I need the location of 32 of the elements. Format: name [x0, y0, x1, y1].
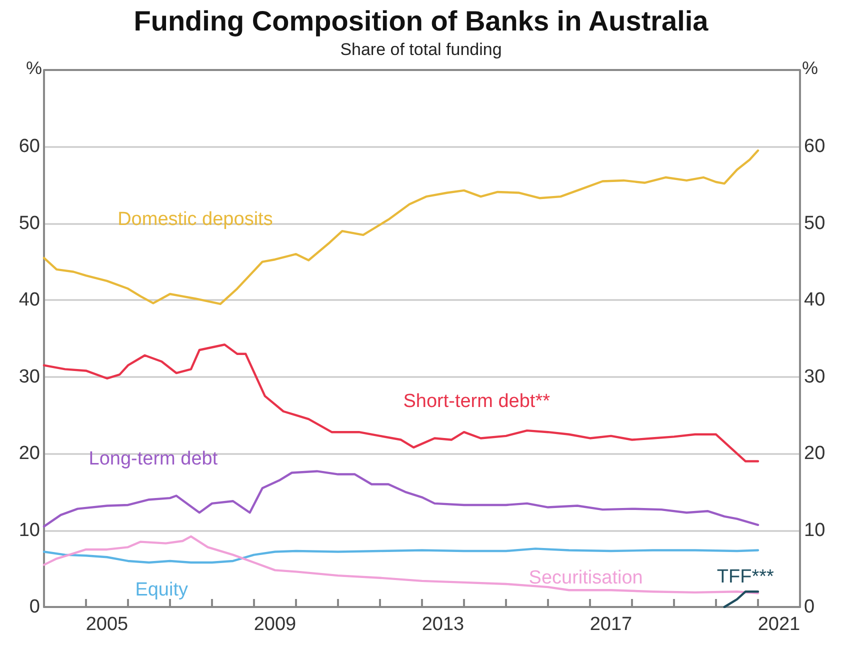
chart-subtitle: Share of total funding — [340, 40, 502, 59]
series-label: Short-term debt** — [403, 390, 551, 412]
series-label: TFF*** — [716, 566, 775, 588]
y-tick-label: 30 — [18, 366, 40, 388]
x-tick-label: 2009 — [254, 614, 296, 635]
y-axis-title: % — [26, 58, 42, 78]
y2-tick-label: 20 — [804, 443, 826, 464]
y2-tick-label: 50 — [804, 212, 826, 234]
series-label: Equity — [135, 580, 188, 601]
x-tick-label: 2021 — [758, 614, 800, 635]
line-series — [42, 470, 760, 528]
y-tick-label: 40 — [18, 290, 40, 311]
x-tick-label: 2017 — [590, 614, 632, 635]
series-label: Long-term debt — [88, 448, 218, 470]
y2-axis-title: % — [802, 58, 818, 78]
y-tick-label: 0 — [29, 596, 40, 618]
y2-tick-label: 10 — [804, 520, 826, 541]
x-tick-label: 2013 — [422, 614, 464, 635]
x-tick-label: 2005 — [86, 614, 128, 635]
series-label: Securitisation — [528, 567, 643, 588]
y2-tick-label: 0 — [804, 596, 815, 618]
chart-title: Funding Composition of Banks in Australia — [134, 6, 709, 36]
y2-tick-label: 30 — [804, 366, 826, 388]
y-tick-label: 20 — [18, 443, 40, 464]
y2-tick-label: 60 — [804, 136, 826, 158]
y2-tick-label: 40 — [804, 290, 826, 311]
y-tick-label: 60 — [18, 136, 40, 158]
line-series — [42, 149, 760, 306]
y-tick-label: 50 — [18, 212, 40, 234]
line-series — [42, 548, 760, 564]
series-label: Domestic deposits — [118, 209, 273, 230]
y-tick-label: 10 — [18, 520, 40, 541]
